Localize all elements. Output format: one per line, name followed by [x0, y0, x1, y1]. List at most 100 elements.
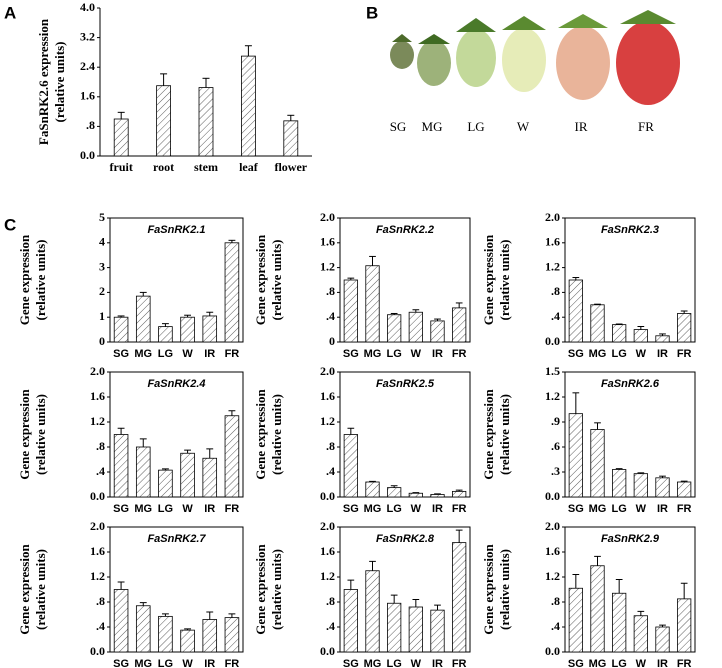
bar [158, 326, 173, 343]
y-tick-label: 2.0 [545, 519, 560, 533]
bar [365, 481, 380, 498]
y-axis-label: (relative units) [269, 240, 284, 321]
chart-title: FaSnRK2.1 [147, 224, 205, 236]
y-tick-label: 1 [99, 309, 105, 323]
y-tick-label: 0.0 [320, 644, 335, 658]
y-tick-label: 0.0 [545, 644, 560, 658]
x-tick-label: W [411, 658, 422, 668]
bar [590, 429, 605, 498]
bar [202, 315, 218, 343]
panel-label: A [4, 3, 16, 22]
bar [568, 279, 583, 343]
x-tick-label: LG [158, 503, 173, 515]
y-axis-label: Gene expression [253, 234, 268, 325]
panel-label: C [4, 215, 16, 234]
photo-label: FR [638, 119, 654, 134]
x-tick-label: fruit [110, 160, 133, 174]
y-tick-label: .8 [86, 118, 95, 132]
y-axis-label: Gene expression [17, 389, 32, 480]
y-axis-label: (relative units) [33, 240, 48, 321]
y-axis-label: (relative units) [269, 549, 284, 630]
x-tick-label: IR [432, 348, 443, 360]
y-axis-label: Gene expression [481, 544, 496, 635]
y-axis-label: (relative units) [497, 240, 512, 321]
chart-title: FaSnRK2.6 [601, 378, 660, 390]
bar [224, 415, 240, 498]
bar [387, 487, 402, 498]
y-tick-label: 0 [329, 334, 335, 348]
plot-frame [339, 371, 471, 498]
bar [677, 598, 692, 653]
y-axis-label: (relative units) [497, 394, 512, 475]
x-tick-label: SG [113, 658, 129, 668]
y-tick-label: 2.0 [320, 210, 335, 224]
y-tick-label: .8 [96, 439, 105, 453]
x-tick-label: leaf [239, 160, 259, 174]
y-tick-label: 2.0 [90, 364, 105, 378]
x-tick-label: W [182, 348, 193, 360]
x-tick-label: MG [589, 348, 607, 360]
bar [408, 492, 423, 498]
chart-title: FaSnRK2.9 [601, 533, 660, 545]
y-tick-label: .4 [326, 464, 335, 478]
chart-title: FaSnRK2.3 [601, 224, 659, 236]
bar [430, 320, 445, 343]
y-tick-label: .4 [551, 309, 560, 323]
x-tick-label: SG [343, 503, 359, 515]
y-axis-label: Gene expression [481, 389, 496, 480]
strawberry-photo [378, 0, 698, 112]
x-tick-label: W [182, 658, 193, 668]
x-tick-label: LG [612, 348, 627, 360]
x-tick-label: W [411, 348, 422, 360]
x-tick-label: MG [134, 348, 152, 360]
photo-label: SG [390, 119, 407, 134]
y-tick-label: 2.0 [545, 210, 560, 224]
x-tick-label: W [182, 503, 193, 515]
bar [452, 490, 467, 498]
x-tick-label: FR [677, 348, 692, 360]
y-tick-label: 1.2 [545, 389, 560, 403]
bar [202, 457, 218, 498]
bar [343, 279, 358, 343]
y-tick-label: .4 [551, 619, 560, 633]
bar [365, 570, 380, 653]
bar [113, 434, 129, 498]
x-tick-label: FR [225, 503, 240, 515]
x-tick-label: stem [194, 160, 218, 174]
plot-frame [109, 371, 244, 498]
bar [180, 452, 195, 498]
y-tick-label: 1.6 [545, 544, 560, 558]
y-axis-label: Gene expression [481, 234, 496, 325]
bar [283, 120, 299, 157]
y-tick-label: .4 [96, 619, 105, 633]
bar [343, 589, 358, 653]
bar [365, 265, 380, 343]
y-tick-label: .9 [551, 414, 560, 428]
x-tick-label: IR [657, 658, 668, 668]
x-tick-label: MG [134, 658, 152, 668]
x-tick-label: W [636, 348, 647, 360]
y-tick-label: 1.6 [320, 544, 335, 558]
y-axis-label: Gene expression [17, 234, 32, 325]
y-tick-label: .4 [326, 619, 335, 633]
x-tick-label: IR [432, 658, 443, 668]
y-tick-label: .8 [326, 439, 335, 453]
x-tick-label: IR [657, 348, 668, 360]
x-tick-label: IR [204, 348, 215, 360]
bar [633, 615, 648, 653]
bar [135, 446, 151, 498]
chart-title: FaSnRK2.5 [376, 378, 435, 390]
x-tick-label: SG [343, 658, 359, 668]
y-tick-label: 0.0 [80, 148, 95, 162]
y-tick-label: 0.0 [545, 334, 560, 348]
bar [241, 55, 256, 157]
bar [612, 592, 627, 653]
bar [387, 314, 402, 343]
bar [568, 587, 583, 653]
x-tick-label: FR [452, 658, 467, 668]
y-tick-label: 0.0 [90, 644, 105, 658]
y-tick-label: .4 [326, 309, 335, 323]
x-tick-label: MG [589, 658, 607, 668]
bar [612, 324, 627, 343]
